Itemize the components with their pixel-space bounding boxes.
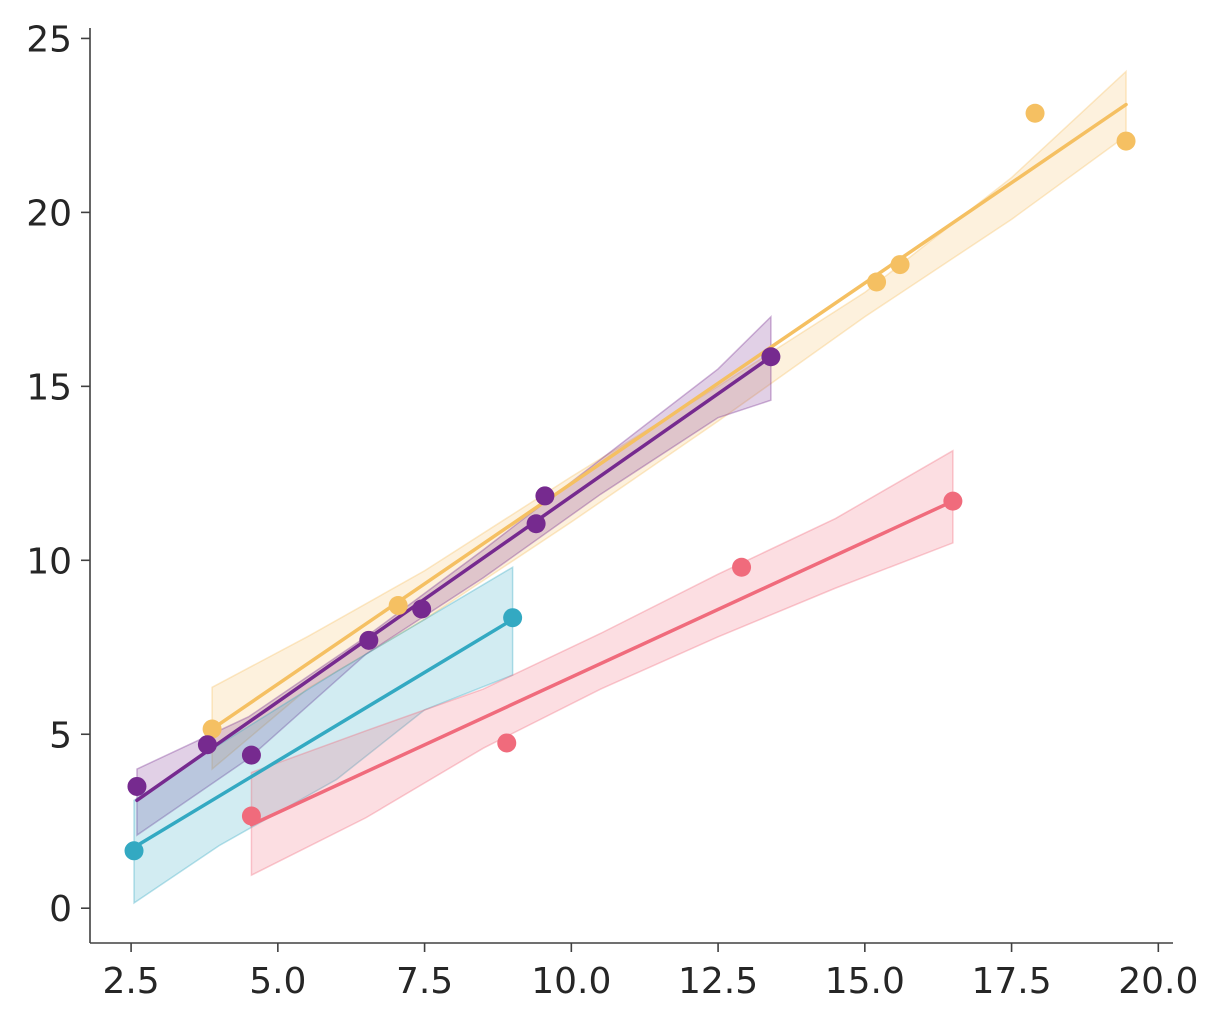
data-point-purple-4 (412, 599, 432, 619)
data-point-teal-0 (124, 841, 144, 861)
x-tick-label: 10.0 (531, 961, 611, 1002)
data-point-purple-3 (359, 630, 379, 650)
y-tick-label: 5 (49, 715, 72, 756)
data-point-coral-3 (943, 491, 963, 511)
data-point-purple-7 (761, 347, 781, 367)
axes: 2.5 5.0 7.5 10.0 12.5 15.0 17.5 20.0 0 5 10 15 20 25 (26, 19, 1198, 1002)
data-point-purple-1 (197, 735, 217, 755)
regression-line-orange (210, 102, 1128, 731)
y-tick-label: 20 (26, 193, 72, 234)
data-point-orange-5 (1116, 131, 1136, 151)
x-axis-ticks: 2.5 5.0 7.5 10.0 12.5 15.0 17.5 20.0 (102, 943, 1198, 1002)
data-point-coral-1 (497, 733, 517, 753)
x-tick-label: 2.5 (102, 961, 159, 1002)
data-point-orange-1 (388, 596, 408, 616)
data-point-coral-2 (732, 557, 752, 577)
y-tick-label: 10 (26, 541, 72, 582)
data-point-orange-0 (202, 719, 222, 739)
regression-line-teal (132, 617, 515, 850)
data-point-orange-4 (1025, 103, 1045, 123)
y-tick-label: 25 (26, 19, 72, 60)
data-points (124, 103, 1136, 861)
confidence-bands (133, 69, 1127, 905)
x-tick-label: 7.5 (396, 961, 453, 1002)
x-tick-label: 12.5 (678, 961, 758, 1002)
y-tick-label: 15 (26, 367, 72, 408)
regression-line-coral (249, 499, 955, 827)
x-tick-label: 15.0 (825, 961, 905, 1002)
x-tick-label: 20.0 (1118, 961, 1198, 1002)
y-tick-label: 0 (49, 889, 72, 930)
data-point-orange-2 (867, 272, 887, 292)
x-tick-label: 17.5 (971, 961, 1051, 1002)
regression-lines (132, 102, 1128, 850)
data-point-purple-2 (241, 745, 261, 765)
data-point-purple-0 (127, 776, 147, 796)
data-point-purple-5 (526, 514, 546, 534)
data-point-teal-1 (503, 608, 523, 628)
y-axis-ticks: 0 5 10 15 20 25 (26, 19, 90, 930)
data-point-purple-6 (535, 486, 555, 506)
x-tick-label: 5.0 (249, 961, 306, 1002)
regression-line-purple (135, 355, 773, 803)
data-point-orange-3 (890, 255, 910, 275)
data-point-coral-0 (241, 806, 261, 826)
